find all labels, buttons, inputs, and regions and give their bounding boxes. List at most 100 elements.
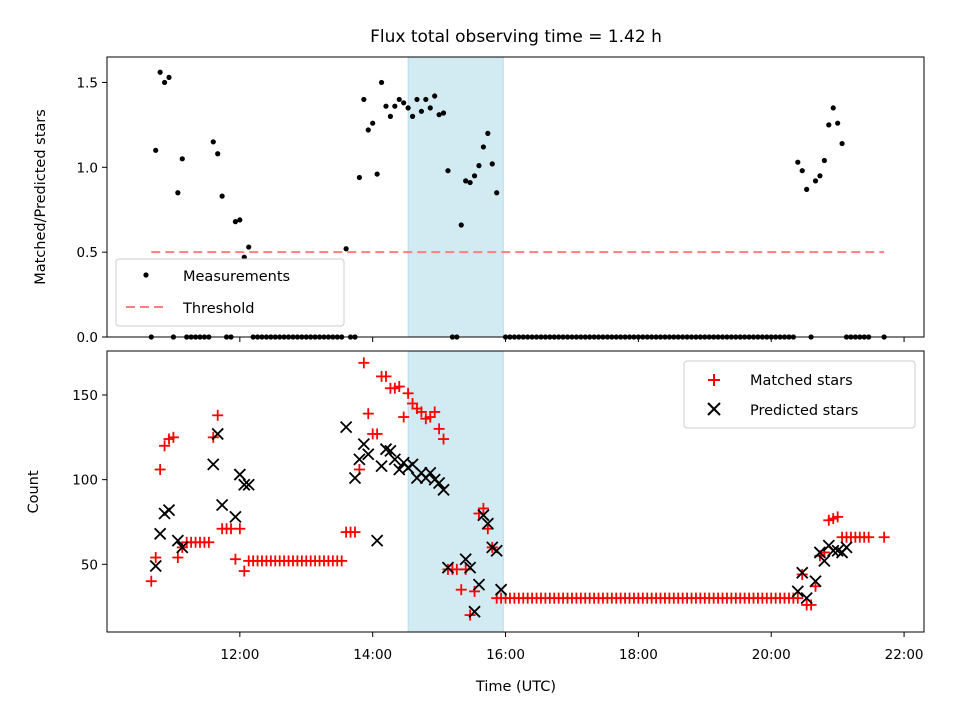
predicted-point: [481, 517, 494, 530]
measurement-point: [374, 171, 380, 177]
matched-point: [438, 433, 450, 445]
predicted-point: [388, 453, 401, 466]
measurement-point: [215, 151, 221, 157]
measurement-point: [826, 122, 832, 128]
matched-point: [380, 370, 392, 382]
matched-point: [336, 555, 348, 567]
measurement-point: [383, 103, 389, 109]
predicted-point: [171, 534, 184, 547]
top-y-axis-label: Matched/Predicted stars: [33, 109, 49, 285]
measurement-point: [480, 144, 486, 150]
measurement-point: [166, 74, 172, 80]
predicted-point: [818, 554, 831, 568]
predicted-point: [463, 561, 477, 574]
measurement-point: [489, 161, 495, 167]
measurement-point: [799, 168, 805, 174]
predicted-point: [242, 478, 255, 491]
predicted-point: [370, 534, 384, 547]
predicted-point: [339, 421, 353, 434]
predicted-point: [162, 503, 176, 517]
y-tick-label: 1.0: [77, 160, 98, 176]
measurement-point: [237, 217, 243, 223]
x-tick-label: 20:00: [752, 647, 791, 663]
legend-matched-marker: [708, 374, 720, 386]
matched-point: [398, 411, 410, 423]
measurement-point: [471, 173, 478, 179]
measurement-point: [821, 157, 827, 164]
predicted-point: [441, 561, 455, 574]
predicted-point: [477, 509, 490, 522]
measurement-point: [795, 159, 801, 165]
matched-point: [429, 406, 441, 418]
matched-point: [358, 357, 370, 369]
matched-point: [482, 523, 494, 535]
predicted-point: [233, 468, 246, 481]
matched-point: [371, 428, 383, 440]
y-tick-label: 100: [72, 473, 98, 489]
measurement-point: [414, 96, 420, 103]
measurement-point: [370, 120, 376, 126]
predicted-point: [238, 478, 251, 491]
y-tick-label: 1.5: [77, 75, 98, 91]
matched-point: [154, 463, 166, 475]
measurement-point: [458, 222, 464, 228]
measurement-point: [246, 244, 252, 250]
bottom-x-axis: 12:00 14:00 16:00 18:00 20:00 22:00: [220, 632, 924, 663]
matched-point: [415, 406, 427, 418]
matched-point: [203, 536, 215, 548]
measurement-point: [232, 219, 239, 225]
measurement-point: [463, 178, 469, 184]
predicted-point: [791, 585, 804, 598]
measurement-point: [387, 113, 394, 119]
matched-point: [469, 585, 481, 597]
measurement-point: [432, 93, 438, 99]
y-tick-label: 150: [72, 388, 98, 404]
x-tick-label: 18:00: [619, 647, 658, 663]
predicted-point: [432, 476, 446, 490]
measurement-point: [157, 69, 163, 75]
matched-point: [159, 440, 171, 452]
measurement-point: [485, 130, 491, 136]
matched-point: [362, 408, 374, 420]
bottom-y-axis: 50 100 150: [72, 388, 107, 573]
x-tick-label: 22:00: [885, 647, 924, 663]
predicted-point: [437, 483, 450, 496]
measurement-point: [378, 79, 385, 86]
predicted-point: [384, 444, 397, 458]
bottom-y-axis-label: Count: [26, 470, 42, 513]
measurement-point: [392, 103, 398, 109]
predicted-stars-series: [149, 421, 853, 618]
top-panel: 0.0 0.5 1.0 1.5 Matched/Predicted stars Mea…: [33, 56, 925, 346]
top-highlight-span: [407, 56, 504, 338]
predicted-point: [424, 466, 437, 480]
y-tick-label: 0.5: [77, 245, 98, 261]
predicted-point: [215, 498, 229, 512]
measurement-point: [817, 173, 823, 179]
measurement-point: [423, 96, 429, 103]
top-legend-box: [115, 258, 345, 327]
measurement-point: [409, 113, 416, 119]
measurement-point: [445, 168, 451, 174]
predicted-point: [375, 459, 388, 473]
measurement-point: [361, 96, 367, 103]
bottom-legend-box: [683, 360, 916, 429]
predicted-point: [362, 448, 375, 461]
predicted-point: [207, 458, 220, 471]
predicted-point: [472, 578, 486, 591]
predicted-point: [490, 544, 503, 557]
predicted-point: [353, 453, 366, 466]
measurement-point: [365, 127, 371, 133]
bottom-axes-frame: [106, 350, 925, 633]
measurement-point: [476, 163, 482, 169]
predicted-point: [357, 437, 370, 451]
bottom-highlight-span: [407, 350, 504, 633]
measurement-point: [153, 147, 159, 153]
matched-point: [212, 409, 224, 421]
measurement-point: [835, 120, 841, 126]
predicted-point: [809, 575, 822, 588]
predicted-point: [154, 527, 167, 540]
measurement-point: [440, 110, 447, 116]
measurement-point: [396, 96, 402, 103]
